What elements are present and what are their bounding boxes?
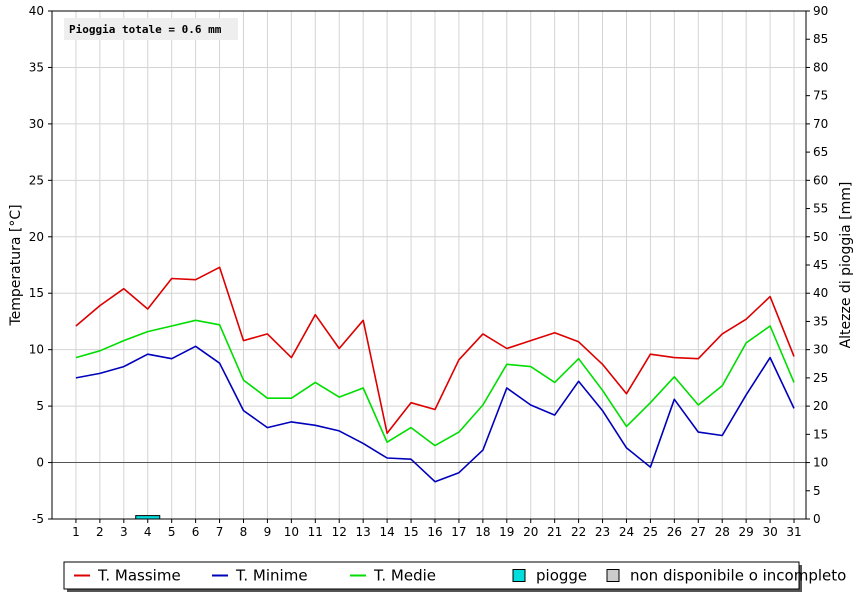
- x-tick-label: 31: [786, 525, 801, 539]
- legend-label-t-medie: T. Medie: [373, 567, 436, 585]
- x-tick-label: 13: [356, 525, 371, 539]
- plot-frame: [51, 10, 807, 520]
- series-line-t-minime: [75, 345, 795, 483]
- series-lines: [75, 266, 795, 483]
- x-tick-label: 18: [475, 525, 490, 539]
- x-tick-label: 5: [168, 525, 176, 539]
- y-tick-label: 40: [29, 4, 44, 18]
- legend-box: [63, 561, 800, 590]
- series-line-t-medie: [75, 319, 795, 447]
- x-tick-label: 7: [216, 525, 224, 539]
- y-axis-title: Temperatura [°C]: [8, 204, 24, 326]
- y-tick-label: 25: [29, 173, 44, 187]
- y-tick-label: 30: [29, 117, 44, 131]
- y2-tick-label: 50: [813, 230, 828, 244]
- legend-label-piogge: piogge: [536, 567, 587, 585]
- series-line-t-massime: [75, 266, 795, 435]
- y2-tick-label: 70: [813, 117, 828, 131]
- x-tick-label: 14: [379, 525, 394, 539]
- x-tick-label: 12: [332, 525, 347, 539]
- x-tick-label: 11: [308, 525, 323, 539]
- y-tick-label: 10: [29, 343, 44, 357]
- rain-bar: [135, 515, 161, 520]
- grid-lines: [52, 10, 806, 520]
- x-tick-label: 4: [144, 525, 152, 539]
- y2-axis-title: Altezze di pioggia [mm]: [838, 182, 854, 349]
- x-tick-label: 29: [739, 525, 754, 539]
- y2-tick-label: 65: [813, 145, 828, 159]
- x-tick-label: 1: [72, 525, 80, 539]
- x-tick-label: 17: [451, 525, 466, 539]
- x-tick-label: 27: [691, 525, 706, 539]
- y2-tick-label: 20: [813, 399, 828, 413]
- legend: T. Massime T. Minime T. Medie piogge non dis…: [63, 561, 846, 592]
- annotation-text: Pioggia totale = 0.6 mm: [69, 23, 222, 36]
- legend-label-t-massime: T. Massime: [97, 567, 181, 585]
- y-axis-ticks: -5 0 5 10 15 20 25 30 35 40: [29, 4, 52, 526]
- y2-tick-label: 45: [813, 258, 828, 272]
- legend-label-t-minime: T. Minime: [235, 567, 308, 585]
- legend-swatch-non-disponibile-o-incompleto: [606, 569, 620, 582]
- x-tick-label: 21: [547, 525, 562, 539]
- total-rain-annotation: Pioggia totale = 0.6 mm: [64, 18, 238, 40]
- legend-swatch-piogge: [512, 569, 526, 582]
- y2-tick-label: 60: [813, 173, 828, 187]
- x-tick-label: 25: [643, 525, 658, 539]
- y2-tick-label: 55: [813, 202, 828, 216]
- x-tick-label: 15: [403, 525, 418, 539]
- y2-tick-label: 0: [813, 512, 821, 526]
- x-tick-label: 8: [240, 525, 248, 539]
- x-tick-label: 23: [595, 525, 610, 539]
- y2-tick-label: 15: [813, 427, 828, 441]
- y-tick-label: 35: [29, 60, 44, 74]
- x-tick-label: 28: [715, 525, 730, 539]
- y2-axis-ticks: 0 5 10 15 20 25 30 35 40 45 50 55 60 65 70 75 80 85 90: [806, 4, 828, 526]
- y2-tick-label: 40: [813, 286, 828, 300]
- x-tick-label: 10: [284, 525, 299, 539]
- y-tick-label: 15: [29, 286, 44, 300]
- x-tick-label: 3: [120, 525, 128, 539]
- rain-bars: [135, 515, 161, 520]
- y-tick-label: -5: [32, 512, 44, 526]
- x-tick-label: 22: [571, 525, 586, 539]
- legend-label-non-disponibile-o-incompleto: non disponibile o incompleto: [630, 567, 846, 585]
- y2-tick-label: 30: [813, 343, 828, 357]
- x-tick-label: 2: [96, 525, 104, 539]
- y2-tick-label: 85: [813, 32, 828, 46]
- x-tick-label: 20: [523, 525, 538, 539]
- y2-tick-label: 10: [813, 456, 828, 470]
- x-tick-label: 16: [427, 525, 442, 539]
- y-tick-label: 20: [29, 230, 44, 244]
- x-tick-label: 30: [762, 525, 777, 539]
- x-tick-label: 9: [264, 525, 272, 539]
- y2-tick-label: 80: [813, 60, 828, 74]
- y2-tick-label: 5: [813, 484, 821, 498]
- annotation-box: [64, 18, 238, 40]
- x-axis-ticks: 1 2 3 4 5 6 7 8 9 10 11 12 13 14 15 16 17 18 19 20 21 22 23 24 2…: [72, 519, 802, 539]
- y2-tick-label: 25: [813, 371, 828, 385]
- x-tick-label: 19: [499, 525, 514, 539]
- y-tick-label: 5: [36, 399, 44, 413]
- y-tick-label: 0: [36, 456, 44, 470]
- y2-tick-label: 90: [813, 4, 828, 18]
- x-tick-label: 24: [619, 525, 634, 539]
- x-tick-label: 6: [192, 525, 200, 539]
- y2-tick-label: 35: [813, 314, 828, 328]
- x-tick-label: 26: [667, 525, 682, 539]
- y2-tick-label: 75: [813, 89, 828, 103]
